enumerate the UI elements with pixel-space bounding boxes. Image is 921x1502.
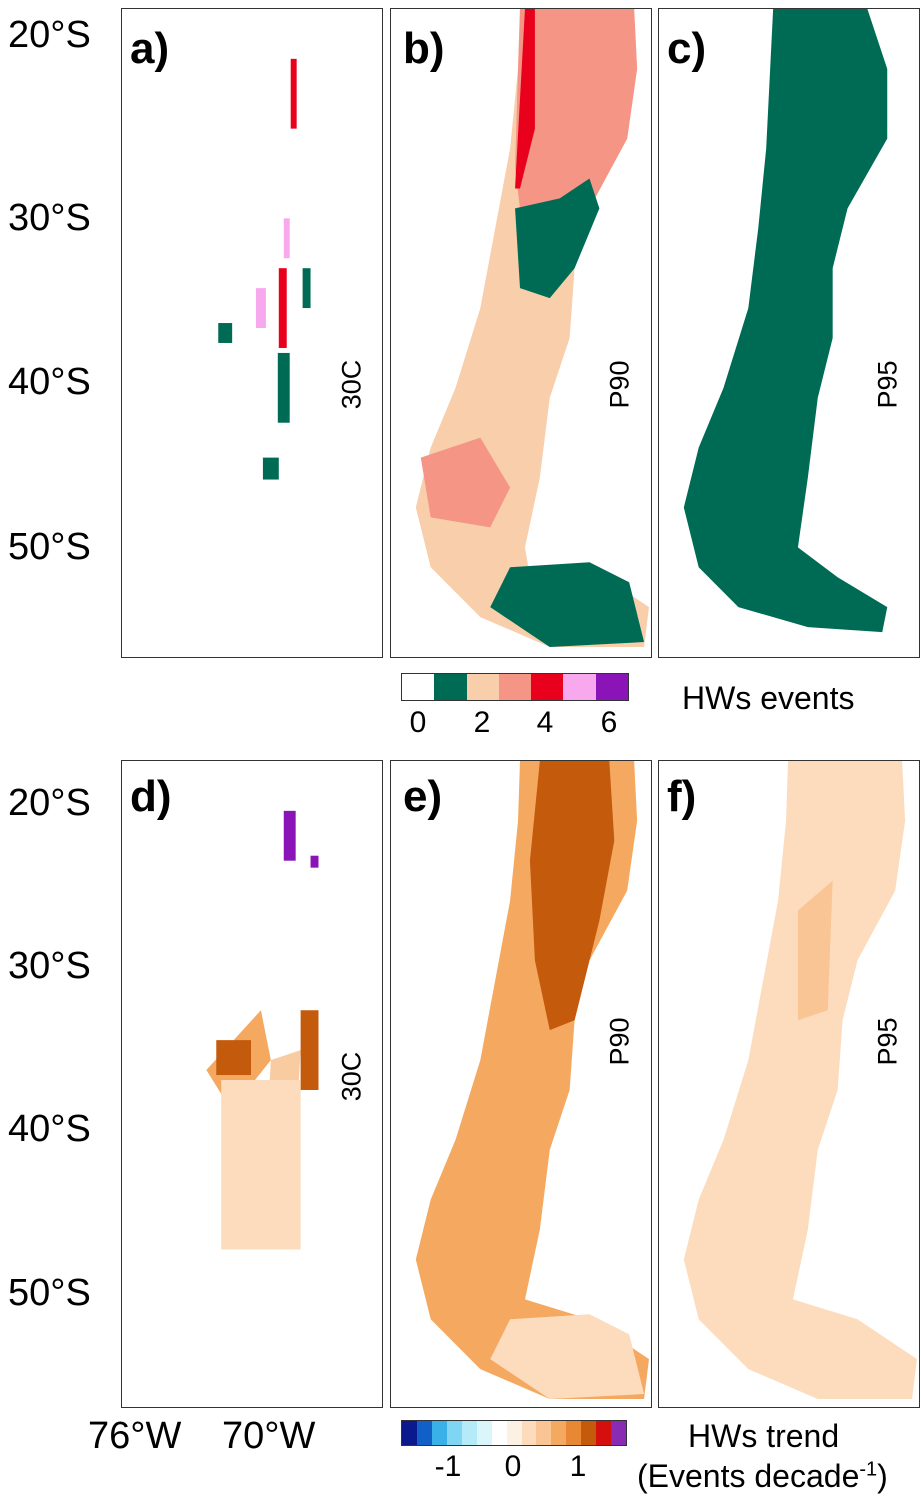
trend-swatch-6 bbox=[491, 1421, 507, 1445]
map-b-svg bbox=[415, 9, 650, 648]
events-tick-0: 0 bbox=[409, 706, 427, 739]
trend-tick-neg1: -1 bbox=[434, 1450, 462, 1483]
threshold-label-b: P90 bbox=[604, 360, 635, 409]
events-swatch-4 bbox=[531, 674, 564, 700]
trend-colorbar bbox=[401, 1420, 627, 1446]
trend-swatch-2 bbox=[431, 1421, 447, 1445]
trend-swatch-0 bbox=[402, 1421, 417, 1445]
events-tick-2: 2 bbox=[473, 706, 491, 739]
trend-swatch-13 bbox=[596, 1421, 612, 1445]
lat-label-30s-bottom: 30°S bbox=[8, 945, 91, 987]
trend-units-superscript: -1 bbox=[859, 1458, 878, 1481]
events-legend-title: HWs events bbox=[682, 680, 855, 716]
lat-label-40s-bottom: 40°S bbox=[8, 1108, 91, 1150]
map-panel-c: c) P95 bbox=[658, 8, 920, 658]
lat-label-20s-top: 20°S bbox=[8, 14, 91, 56]
lat-label-30s-top: 30°S bbox=[8, 197, 91, 239]
trend-tick-0: 0 bbox=[504, 1450, 522, 1483]
lat-label-50s-top: 50°S bbox=[8, 526, 91, 568]
events-swatch-6 bbox=[595, 674, 628, 700]
lon-label-70w: 70°W bbox=[222, 1415, 316, 1457]
trend-swatch-12 bbox=[581, 1421, 597, 1445]
trend-swatch-10 bbox=[551, 1421, 567, 1445]
panel-label-d: d) bbox=[130, 772, 172, 821]
trend-swatch-5 bbox=[476, 1421, 492, 1445]
threshold-label-a: 30C bbox=[336, 359, 367, 410]
map-c-svg bbox=[683, 9, 888, 633]
lat-label-50s-bottom: 50°S bbox=[8, 1272, 91, 1314]
panel-label-f: f) bbox=[667, 772, 697, 821]
map-panel-f: f) P95 bbox=[658, 760, 920, 1408]
lat-label-20s-bottom: 20°S bbox=[8, 782, 91, 824]
map-panel-a: a) 30C bbox=[121, 8, 383, 658]
trend-swatch-8 bbox=[521, 1421, 537, 1445]
threshold-label-f: P95 bbox=[872, 1017, 903, 1066]
lon-label-76w: 76°W bbox=[88, 1415, 182, 1457]
trend-swatch-1 bbox=[416, 1421, 432, 1445]
map-e-svg bbox=[415, 761, 650, 1400]
threshold-label-d: 30C bbox=[336, 1051, 367, 1102]
map-panel-d: d) 30C bbox=[121, 760, 383, 1408]
trend-swatch-7 bbox=[506, 1421, 522, 1445]
events-swatch-0 bbox=[402, 674, 435, 700]
trend-swatch-9 bbox=[536, 1421, 552, 1445]
panel-label-a: a) bbox=[130, 24, 170, 73]
events-swatch-1 bbox=[434, 674, 467, 700]
trend-swatch-3 bbox=[446, 1421, 462, 1445]
threshold-label-c: P95 bbox=[872, 360, 903, 409]
trend-tick-1: 1 bbox=[569, 1450, 587, 1483]
trend-legend-title: HWs trend bbox=[688, 1418, 840, 1454]
panel-label-c: c) bbox=[667, 24, 707, 73]
panel-label-b: b) bbox=[403, 24, 445, 73]
map-panel-e: e) P90 bbox=[390, 760, 652, 1408]
trend-legend-subtitle: (Events decade-1) bbox=[637, 1458, 888, 1495]
events-tick-4: 4 bbox=[536, 706, 554, 739]
map-panel-b: b) P90 bbox=[390, 8, 652, 658]
trend-swatch-4 bbox=[461, 1421, 477, 1445]
events-swatch-5 bbox=[563, 674, 596, 700]
trend-units: (Events decade bbox=[637, 1458, 860, 1494]
trend-swatch-11 bbox=[566, 1421, 582, 1445]
events-tick-6: 6 bbox=[600, 706, 618, 739]
map-f-svg bbox=[683, 761, 918, 1400]
threshold-label-e: P90 bbox=[604, 1017, 635, 1066]
map-d-svg bbox=[206, 810, 319, 1250]
trend-units-close: ) bbox=[877, 1458, 888, 1494]
events-colorbar bbox=[401, 673, 629, 701]
trend-swatch-14 bbox=[611, 1421, 627, 1445]
events-swatch-3 bbox=[498, 674, 532, 700]
events-swatch-2 bbox=[466, 674, 499, 700]
lat-label-40s-top: 40°S bbox=[8, 361, 91, 403]
map-a-svg bbox=[218, 58, 311, 480]
panel-label-e: e) bbox=[403, 772, 443, 821]
